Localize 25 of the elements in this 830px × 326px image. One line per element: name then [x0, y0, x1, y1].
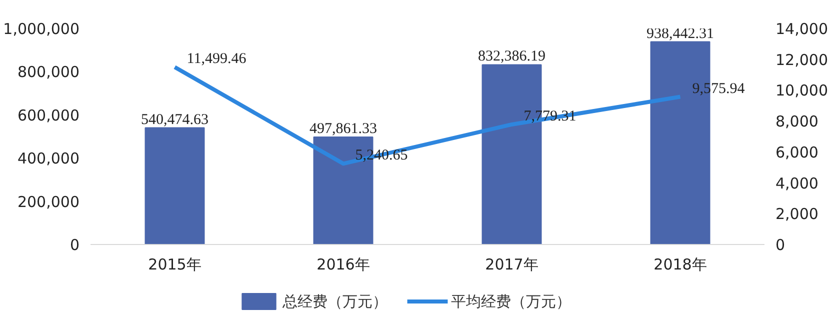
x-tick-label: 2018年	[654, 256, 707, 274]
y-tick-label: 400,000	[17, 150, 80, 168]
text: 832,386.19	[478, 48, 546, 65]
y-tick-label: 800,000	[17, 63, 80, 82]
y2-tick-label: 8,000	[776, 112, 818, 131]
y2-tick-label: 0	[776, 236, 786, 254]
legend-label: 总经费（万元）	[282, 292, 388, 310]
y-tick-label: 1,000,000	[3, 20, 80, 38]
y2-tick-label: 14,000	[776, 20, 828, 38]
y2-tick-label: 6,000	[776, 143, 818, 162]
text: 11,499.46	[186, 51, 246, 68]
y2-tick-label: 4,000	[776, 174, 818, 192]
y2-tick-label: 2,000	[776, 205, 818, 224]
legend-label: 平均经费（万元）	[451, 292, 572, 310]
x-tick-label: 2017年	[485, 256, 538, 274]
y-tick-label: 0	[70, 236, 80, 254]
x-tick-label: 2016年	[316, 256, 370, 274]
y2-tick-label: 10,000	[776, 82, 828, 100]
x-tick-label: 2015年	[148, 256, 202, 274]
text: 497,861.33	[310, 120, 377, 137]
y-tick-label: 600,000	[17, 106, 80, 124]
text: 540,474.63	[141, 112, 208, 128]
y-tick-label: 200,000	[17, 192, 80, 211]
bar	[144, 127, 205, 244]
y2-tick-label: 12,000	[776, 50, 828, 69]
